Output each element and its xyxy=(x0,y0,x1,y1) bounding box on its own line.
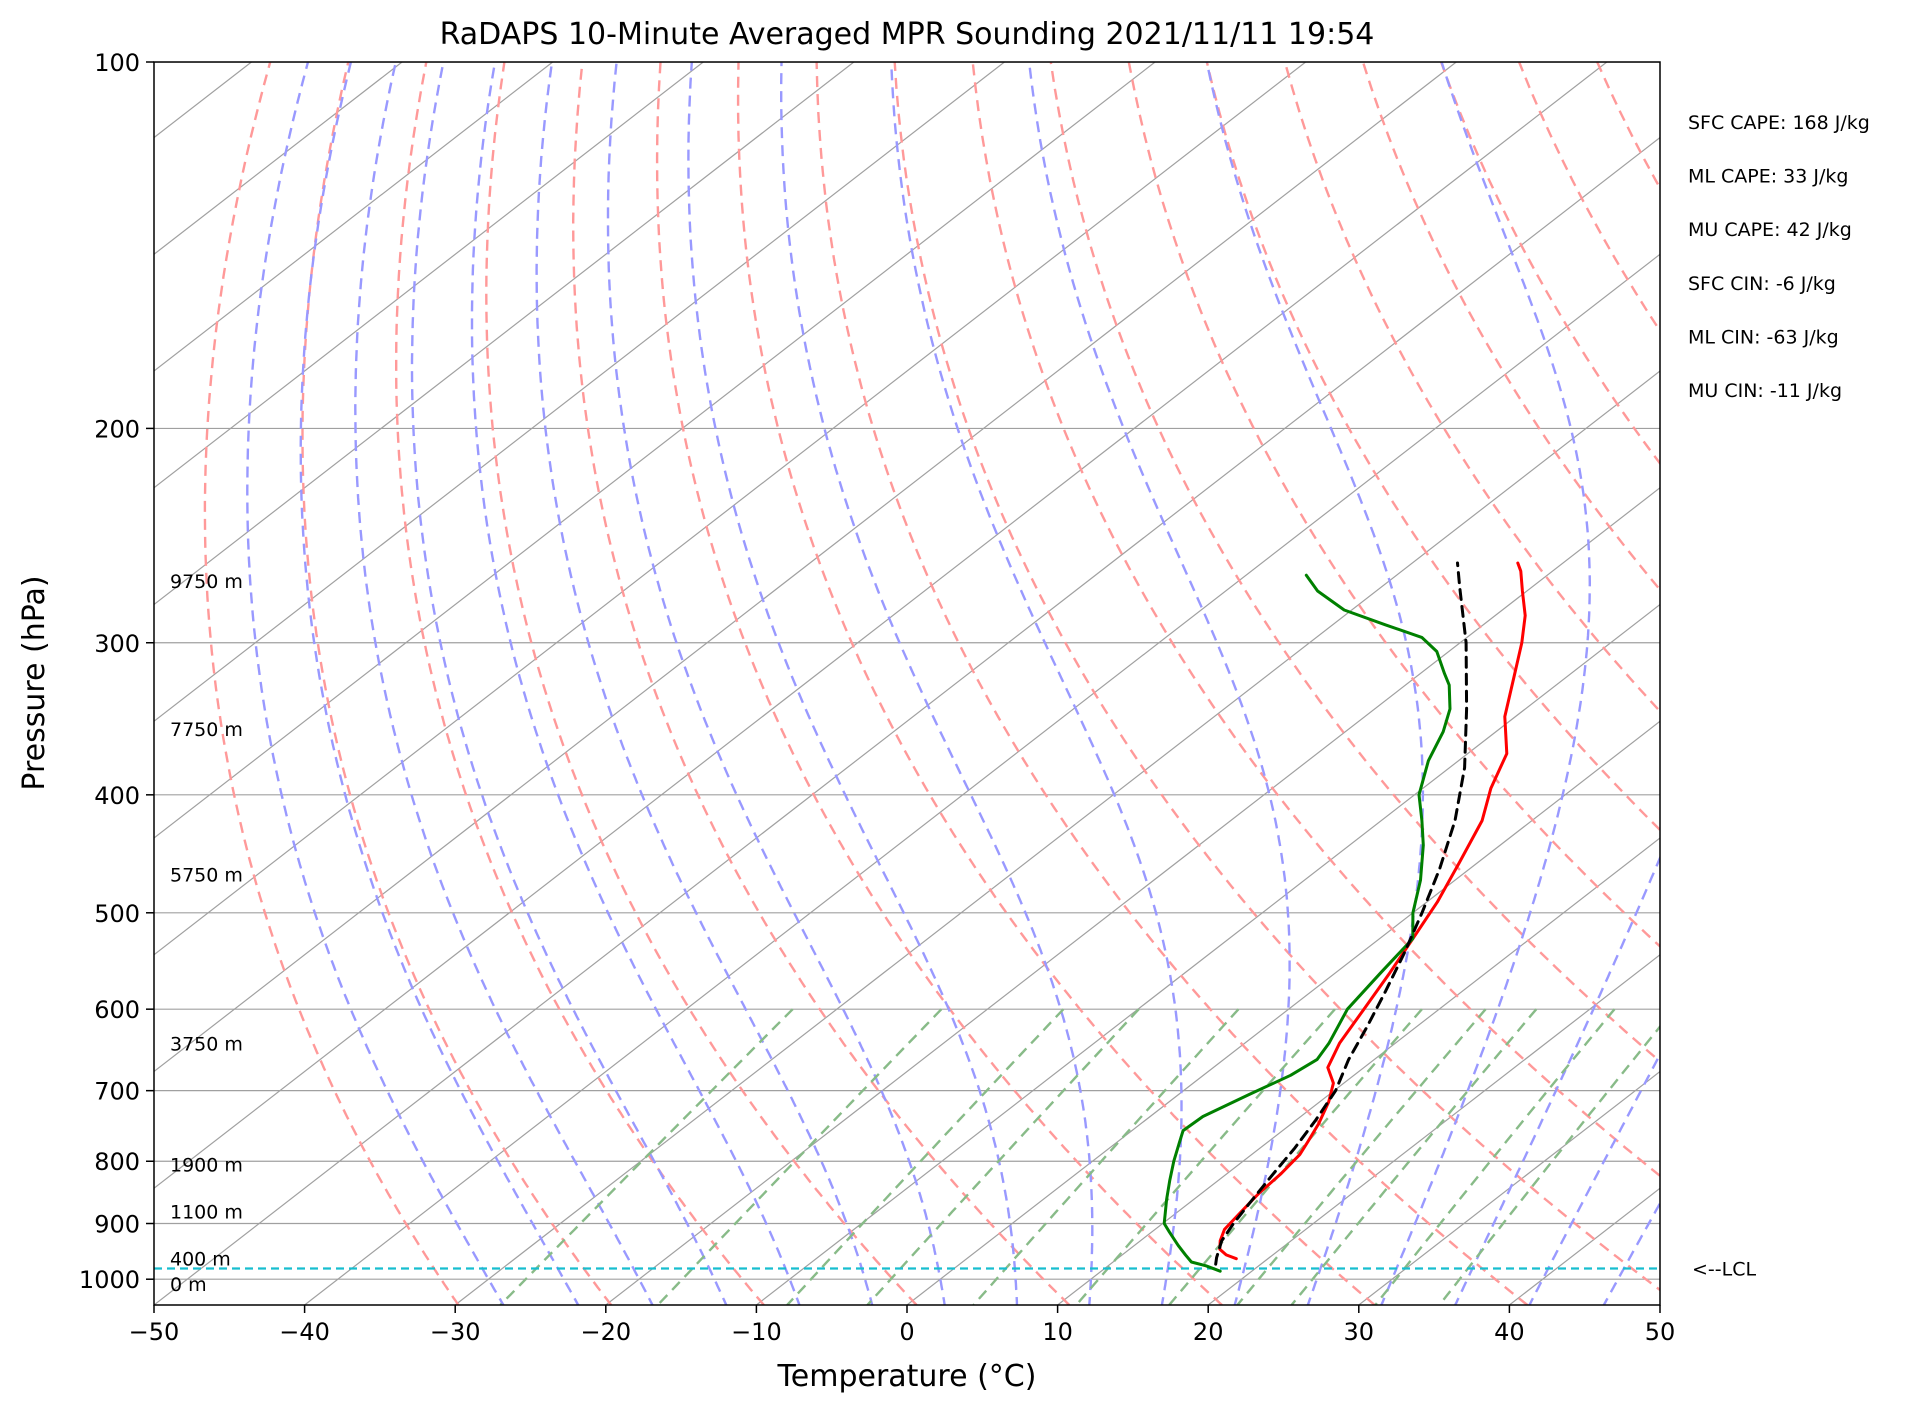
y-tick-label: 900 xyxy=(94,1211,140,1239)
stat-text: MU CAPE: 42 J/kg xyxy=(1688,219,1852,241)
height-label: 400 m xyxy=(170,1249,231,1271)
dry-adiabat xyxy=(571,62,1071,1305)
moist-adiabat xyxy=(1528,1051,1660,1305)
height-label: 3750 m xyxy=(170,1033,243,1055)
height-label: 1900 m xyxy=(170,1155,243,1177)
isotherm xyxy=(756,603,1660,1305)
moist-adiabat xyxy=(606,62,946,1305)
dry-adiabat xyxy=(1283,62,1660,714)
isotherm xyxy=(906,720,1660,1305)
height-label: 1100 m xyxy=(170,1202,243,1224)
x-tick-label: −20 xyxy=(580,1318,631,1346)
dewpoint-profile xyxy=(1162,573,1452,1273)
x-axis-label: Temperature (°C) xyxy=(777,1359,1037,1394)
dry-adiabat xyxy=(1205,62,1660,832)
dry-adiabat xyxy=(485,62,918,1305)
moist-adiabat xyxy=(246,62,505,1305)
dry-adiabat xyxy=(301,62,613,1305)
moist-adiabat xyxy=(410,62,728,1305)
isotherm xyxy=(154,62,704,489)
mixing-ratio-line xyxy=(499,1008,794,1305)
moist-adiabat xyxy=(1205,62,1425,1305)
dry-adiabat xyxy=(655,62,1223,1305)
isotherm xyxy=(454,370,1660,1305)
isotherm xyxy=(154,62,1608,1190)
moist-adiabat xyxy=(535,62,874,1305)
moist-adiabat xyxy=(1453,854,1660,1305)
x-tick-label: −30 xyxy=(430,1318,481,1346)
moist-adiabat xyxy=(299,62,580,1305)
isotherm xyxy=(154,62,554,372)
isotherm xyxy=(154,136,1660,1305)
dry-adiabat xyxy=(395,62,765,1305)
mixing-ratio-line xyxy=(972,1008,1240,1305)
dry-adiabat xyxy=(893,62,1660,1292)
temperature-profile xyxy=(1218,561,1527,1261)
moist-adiabat xyxy=(1027,62,1291,1305)
mixing-ratio-line xyxy=(1075,1008,1336,1305)
dry-adiabat xyxy=(815,62,1529,1305)
isotherm xyxy=(304,253,1660,1305)
moist-adiabat xyxy=(1380,62,1592,1305)
y-tick-label: 800 xyxy=(94,1148,140,1176)
moist-adiabat xyxy=(890,62,1183,1305)
dry-adiabat xyxy=(203,62,460,1305)
x-tick-label: 40 xyxy=(1494,1318,1525,1346)
mixing-ratio-line xyxy=(1290,1008,1538,1305)
y-tick-label: 300 xyxy=(94,630,140,658)
height-label: 7750 m xyxy=(170,719,243,741)
x-tick-label: −50 xyxy=(129,1318,180,1346)
mixing-ratio-line xyxy=(1374,1008,1616,1305)
mixing-ratio-line xyxy=(1236,1008,1487,1305)
isotherm xyxy=(1358,1070,1660,1305)
mixing-ratio-line xyxy=(786,1008,1065,1305)
x-tick-label: 10 xyxy=(1042,1318,1073,1346)
mixing-ratio-line xyxy=(866,1008,1140,1305)
isotherm xyxy=(154,62,855,606)
isotherm xyxy=(154,62,1156,839)
isotherm xyxy=(154,62,1005,723)
height-label: 0 m xyxy=(170,1274,207,1296)
y-tick-label: 100 xyxy=(94,49,140,77)
dry-adiabat xyxy=(736,62,1376,1305)
y-axis-label: Pressure (hPa) xyxy=(17,575,52,790)
x-tick-label: 20 xyxy=(1193,1318,1224,1346)
y-tick-label: 400 xyxy=(94,782,140,810)
y-tick-label: 1000 xyxy=(79,1266,140,1294)
y-tick-label: 700 xyxy=(94,1078,140,1106)
moist-adiabat xyxy=(470,62,801,1305)
stat-text: SFC CAPE: 168 J/kg xyxy=(1688,112,1870,134)
x-tick-label: 30 xyxy=(1344,1318,1375,1346)
moist-adiabat xyxy=(1602,1200,1660,1305)
stat-text: ML CIN: -63 J/kg xyxy=(1688,326,1839,348)
x-tick-label: 0 xyxy=(899,1318,914,1346)
y-tick-label: 600 xyxy=(94,996,140,1024)
x-tick-label: −10 xyxy=(731,1318,782,1346)
y-tick-label: 200 xyxy=(94,415,140,443)
moist-adiabat xyxy=(354,62,654,1305)
isotherm xyxy=(605,487,1660,1305)
stat-text: SFC CIN: -6 J/kg xyxy=(1688,273,1836,295)
isotherm xyxy=(154,62,1457,1073)
chart-title: RaDAPS 10-Minute Averaged MPR Sounding 2… xyxy=(440,17,1375,52)
isotherm xyxy=(154,62,1307,956)
isotherm xyxy=(1057,837,1660,1305)
dry-adiabat xyxy=(971,62,1660,1178)
isotherm xyxy=(1207,954,1660,1305)
lcl-label: <--LCL xyxy=(1692,1259,1756,1281)
moist-adiabat xyxy=(687,62,1019,1305)
stat-text: MU CIN: -11 J/kg xyxy=(1688,380,1842,402)
y-tick-label: 500 xyxy=(94,900,140,928)
dry-adiabat xyxy=(1127,62,1660,949)
height-label: 9750 m xyxy=(170,571,243,593)
x-tick-label: 50 xyxy=(1645,1318,1676,1346)
dry-adiabat xyxy=(1049,62,1660,1064)
height-label: 5750 m xyxy=(170,864,243,886)
x-tick-label: −40 xyxy=(279,1318,330,1346)
stat-text: ML CAPE: 33 J/kg xyxy=(1688,166,1848,188)
parcel-profile xyxy=(1214,561,1469,1266)
mixing-ratio-line xyxy=(1438,1024,1660,1305)
